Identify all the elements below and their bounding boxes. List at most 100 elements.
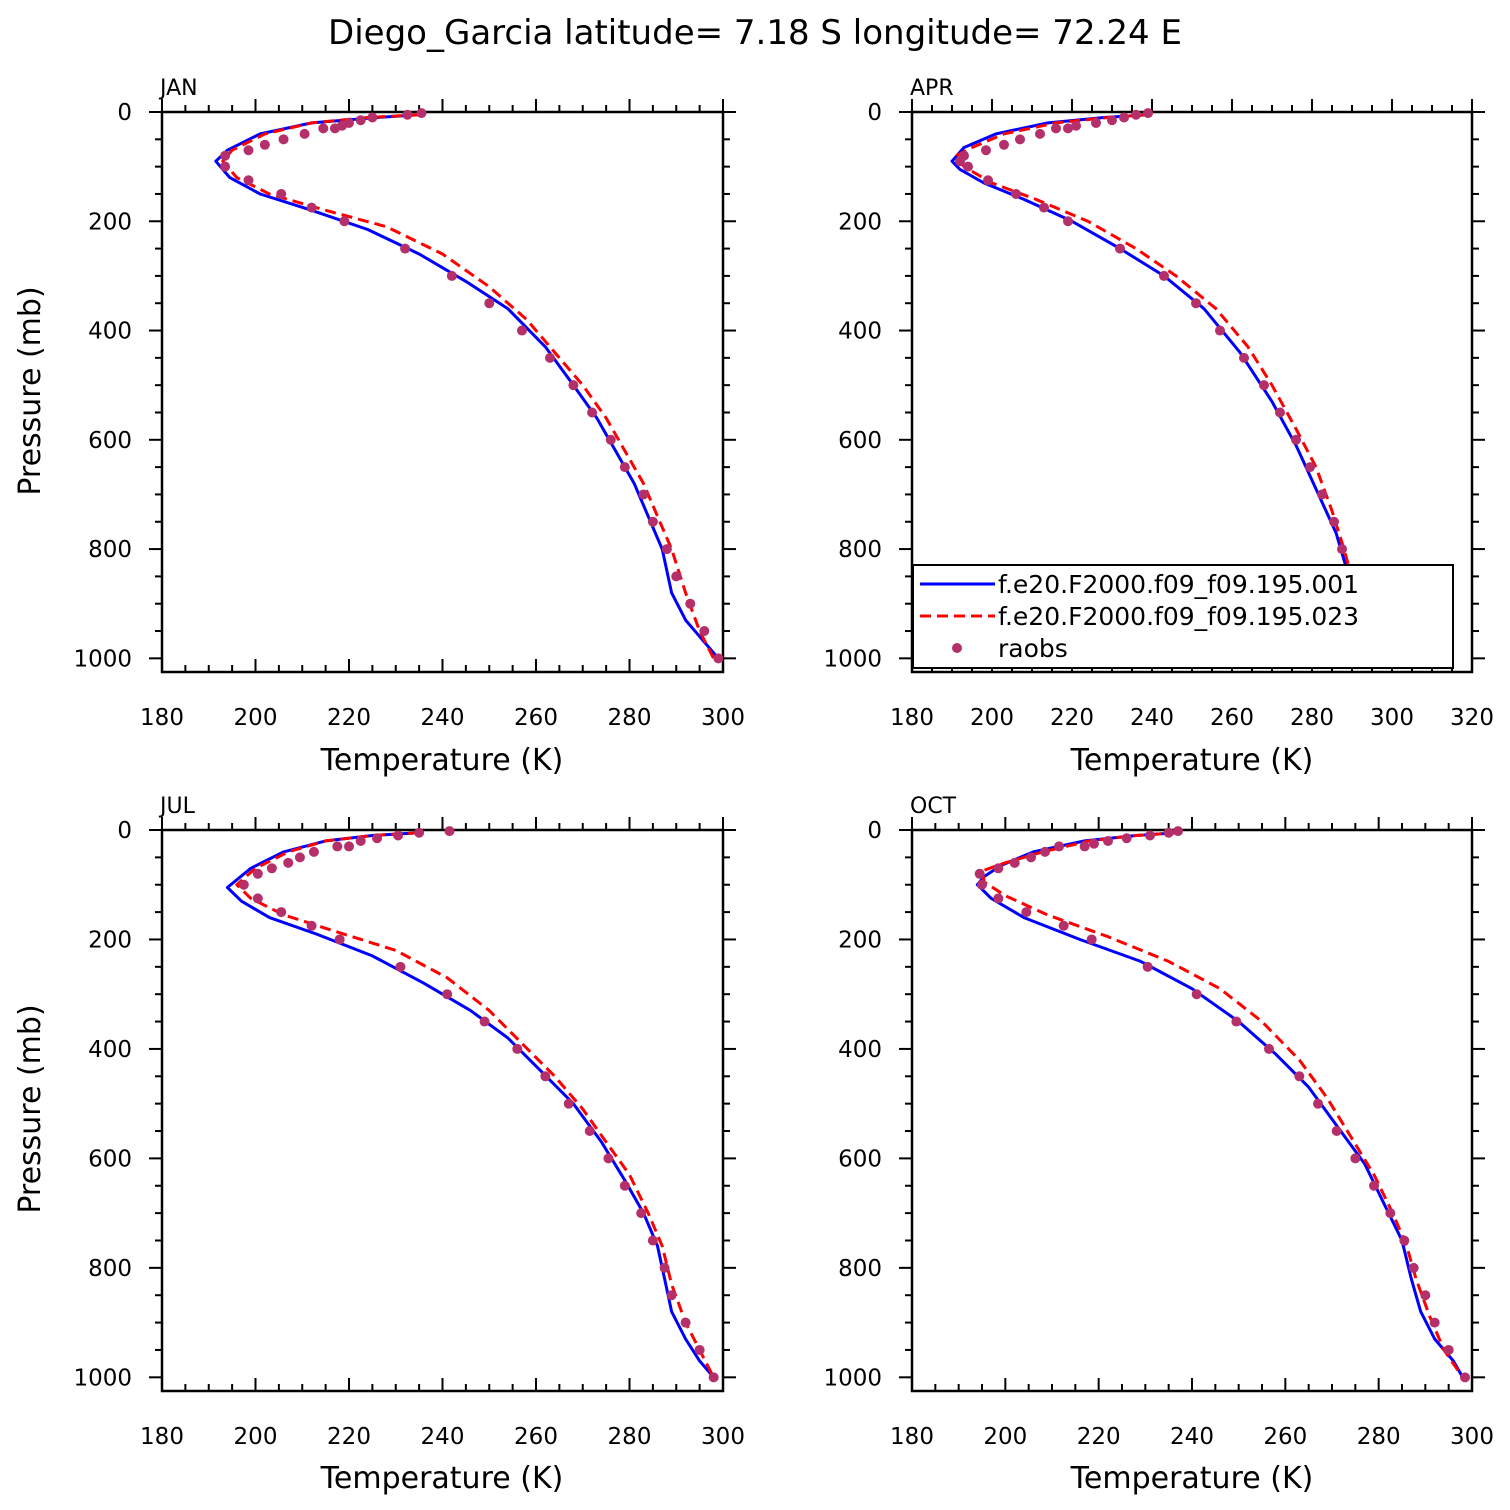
x-tick-label: 240 [1170,1424,1214,1450]
raobs-point [1369,1180,1379,1191]
y-tick-label: 200 [838,209,882,235]
x-tick-label: 280 [1290,705,1334,731]
raobs-point [243,175,254,186]
raobs-point [442,989,453,1000]
raobs-point [1103,835,1113,846]
raobs-point [1313,1098,1323,1109]
raobs-point [294,852,305,863]
series-line-model-001 [950,113,1394,660]
raobs-point [220,150,231,161]
raobs-point [1131,109,1141,120]
series-line-model-023 [221,113,715,659]
raobs-point [993,893,1004,904]
raobs-point [685,598,696,609]
x-tick-label: 320 [1450,705,1494,731]
raobs-point [283,857,294,868]
raobs-point [238,879,249,890]
x-tick-label: 280 [608,705,652,731]
raobs-point [1350,1153,1361,1164]
raobs-point [414,827,425,838]
x-tick-label: 300 [1370,705,1414,731]
raobs-point [1337,544,1347,555]
x-axis-label: Temperature (K) [320,1461,564,1496]
raobs-point [666,1290,677,1301]
x-tick-label: 240 [1130,705,1174,731]
y-tick-label: 800 [838,537,882,563]
raobs-point [355,835,366,846]
plot-frame [160,828,725,1393]
raobs-point [1063,123,1073,134]
raobs-point [1086,934,1097,945]
raobs-point [1079,841,1090,852]
raobs-point [545,352,556,363]
raobs-point [444,826,455,837]
x-tick-label: 260 [1263,1424,1307,1450]
raobs-point [955,156,965,167]
raobs-point [584,1126,595,1137]
raobs-point [1231,1016,1242,1027]
raobs-point [306,202,317,213]
raobs-point [1191,989,1202,1000]
legend: f.e20.F2000.f09_f09.195.001 f.e20.F2000.… [912,564,1454,669]
y-axis-label: Pressure (mb) [13,1004,48,1213]
x-tick-label: 280 [608,1424,652,1450]
x-tick-label: 180 [890,705,934,731]
raobs-point [708,1372,719,1383]
raobs-point [1408,1262,1419,1273]
y-tick-label: 200 [88,209,132,235]
y-tick-label: 800 [88,537,132,563]
raobs-point [1275,407,1285,418]
raobs-point [603,1153,614,1164]
raobs-point [661,544,672,555]
raobs-point [276,907,287,918]
raobs-point [372,833,383,844]
raobs-point [1063,216,1073,227]
raobs-point [1026,852,1036,863]
raobs-point [339,216,350,227]
x-tick-label: 240 [421,1424,465,1450]
panel-title: JUL [158,794,196,819]
x-tick-label: 240 [421,705,465,731]
raobs-point [278,134,289,145]
raobs-point [318,123,329,134]
x-axis-label: Temperature (K) [1070,1461,1314,1496]
raobs-point [619,1180,630,1191]
x-tick-label: 180 [140,705,184,731]
series-line-model-023 [235,831,715,1378]
raobs-point [647,1235,658,1246]
raobs-point [484,298,495,309]
y-tick-label: 400 [88,1037,132,1063]
raobs-point [563,1098,574,1109]
y-tick-label: 600 [838,428,882,454]
raobs-point [252,868,263,879]
y-tick-label: 600 [88,1146,132,1172]
y-tick-label: 800 [838,1256,882,1282]
raobs-point [1163,827,1174,838]
raobs-point [276,188,287,199]
raobs-point [1294,1071,1305,1082]
raobs-point [1121,833,1132,844]
raobs-point [1385,1208,1396,1219]
raobs-point [636,1208,647,1219]
raobs-point [1329,516,1339,527]
series-line-model-001 [214,113,720,660]
x-axis-label: Temperature (K) [320,743,564,778]
raobs-point [1015,134,1025,145]
y-tick-label: 400 [838,1037,882,1063]
x-tick-label: 220 [327,705,371,731]
raobs-point [1264,1043,1274,1054]
raobs-point [1039,202,1049,213]
raobs-point [393,830,404,841]
raobs-point [1035,128,1045,139]
plot-area: 180 200 220 240 260 280 300 320 0 200 400 600 800 100… [823,99,1494,731]
raobs-point [1317,489,1327,500]
raobs-point [993,863,1004,874]
x-tick-label: 260 [1210,705,1254,731]
x-tick-label: 180 [140,1424,184,1450]
x-axis-label: Temperature (K) [1070,743,1314,778]
raobs-point [266,863,277,874]
raobs-point [332,841,343,852]
raobs-point [983,175,993,186]
raobs-point [334,934,345,945]
raobs-point [355,115,366,126]
